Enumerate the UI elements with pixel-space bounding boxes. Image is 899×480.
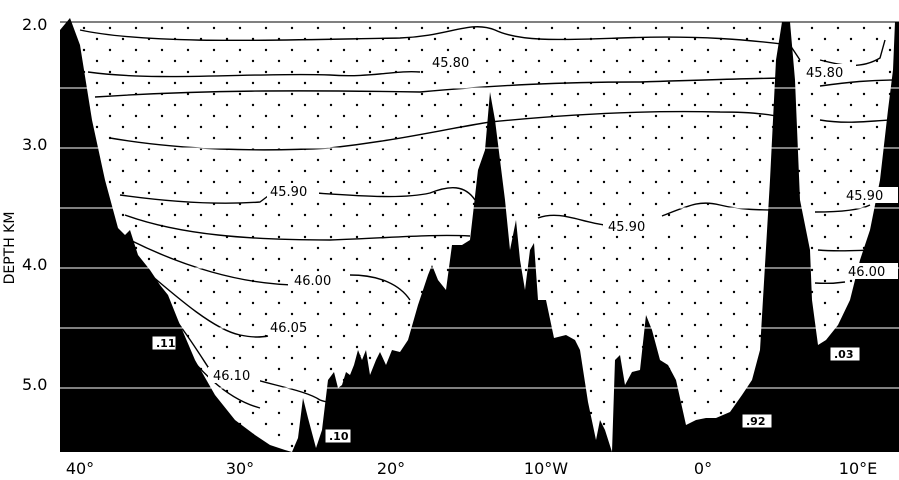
y-axis: 2.0 3.0 4.0 5.0 DEPTH KM [2, 15, 47, 394]
contour-label: 46.05 [270, 321, 307, 336]
contour-line-4 [94, 77, 791, 98]
contour-label: 46.00 [848, 265, 885, 280]
x-tick-label: 20° [377, 459, 405, 478]
boxed-label: .10 [329, 430, 349, 443]
contour-label: 45.80 [432, 56, 469, 71]
contour-label: 46.10 [213, 369, 250, 384]
y-tick-label: 2.0 [22, 15, 47, 34]
depth-gridlines-white [60, 87, 899, 389]
contour-line-8 [119, 194, 269, 204]
left-continental-slope [60, 18, 292, 452]
x-tick-label: 40° [66, 459, 94, 478]
contour-line-18 [814, 281, 846, 285]
y-tick-label: 5.0 [22, 375, 47, 394]
contour-line-1 [79, 26, 801, 61]
contour-label: 45.80 [806, 66, 843, 81]
contour-line-3 [87, 70, 421, 78]
boxed-label: .92 [746, 415, 766, 428]
contour-label: 45.90 [846, 189, 883, 204]
contour-line-13 [124, 214, 471, 241]
x-tick-label: 30° [226, 459, 254, 478]
contour-label: 45.90 [270, 185, 307, 200]
seafloor-profile [60, 18, 899, 452]
boxed-label: .03 [834, 348, 854, 361]
mid-ocean-ridge [292, 92, 612, 452]
contour-line-5 [819, 79, 896, 87]
boxed-label: .11 [156, 337, 176, 350]
contour-line-17 [144, 269, 269, 338]
x-tick-label: 10°W [524, 459, 568, 478]
x-tick-label: 0° [694, 459, 712, 478]
contour-line-10 [537, 214, 606, 226]
contour-line-12 [814, 204, 871, 213]
y-tick-label: 3.0 [22, 135, 47, 154]
contour-label: 45.90 [608, 220, 645, 235]
contour-line-15 [349, 274, 411, 301]
x-axis: 40° 30° 20° 10°W 0° 10°E [66, 459, 877, 478]
contour-label-group: 45.80 45.80 45.90 45.90 45.90 46.00 46.0… [208, 54, 898, 384]
y-tick-label: 4.0 [22, 255, 47, 274]
east-ridge [612, 22, 899, 452]
contour-label: 46.00 [294, 274, 331, 289]
x-tick-label: 10°E [839, 459, 877, 478]
contour-line-6 [109, 110, 786, 151]
boxed-label-group: .11 .10 .92 .03 [151, 335, 861, 444]
contour-line-9 [299, 187, 476, 201]
y-axis-title: DEPTH KM [2, 212, 18, 285]
